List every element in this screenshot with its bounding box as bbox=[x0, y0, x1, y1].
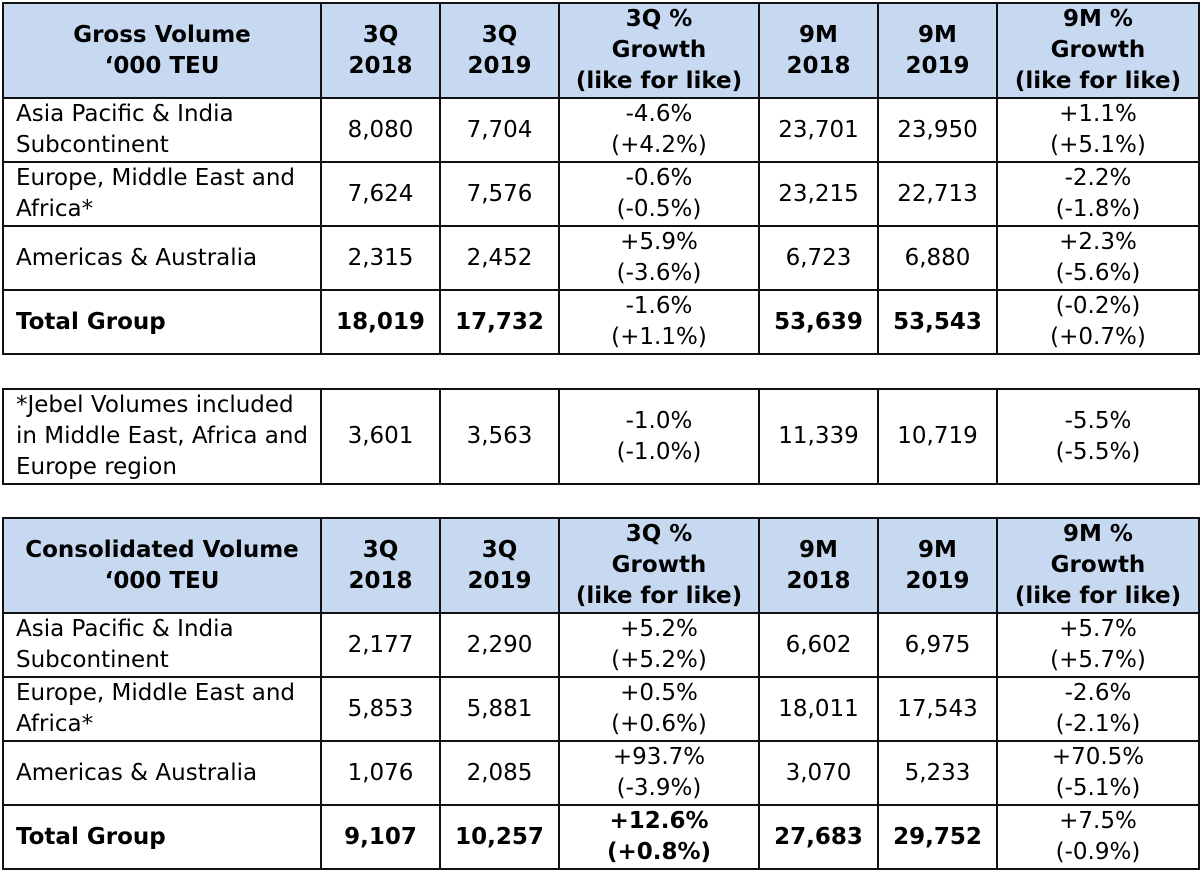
value-3q2018: 1,076 bbox=[320, 740, 441, 806]
value-9m2019: 23,950 bbox=[877, 97, 998, 163]
value-9m2018: 23,701 bbox=[758, 97, 879, 163]
value-9m2019: 22,713 bbox=[877, 161, 998, 227]
value-3q2018: 7,624 bbox=[320, 161, 441, 227]
table-row: Europe, Middle East and Africa* 5,853 5,8… bbox=[2, 676, 1200, 742]
table-row: Europe, Middle East and Africa* 7,624 7,5… bbox=[2, 161, 1200, 227]
value-3q-growth: -1.0% (-1.0%) bbox=[558, 388, 760, 485]
value-3q-growth: +5.2% (+5.2%) bbox=[558, 612, 760, 678]
region-label: Europe, Middle East and Africa* bbox=[2, 676, 322, 742]
value-3q2019: 5,881 bbox=[439, 676, 560, 742]
consolidated-9m2018-header: 9M 2018 bbox=[758, 517, 879, 614]
value-9m2019: 29,752 bbox=[877, 804, 998, 870]
value-3q2019: 2,290 bbox=[439, 612, 560, 678]
total-row: Total Group 18,019 17,732 -1.6% (+1.1%) 5… bbox=[2, 289, 1200, 355]
total-row: Total Group 9,107 10,257 +12.6% (+0.8%) 2… bbox=[2, 804, 1200, 870]
value-3q-growth: -4.6% (+4.2%) bbox=[558, 97, 760, 163]
table-row: *Jebel Volumes included in Middle East, A… bbox=[2, 388, 1200, 485]
value-9m2019: 53,543 bbox=[877, 289, 998, 355]
jebel-label: *Jebel Volumes included in Middle East, A… bbox=[2, 388, 322, 485]
value-9m2018: 3,070 bbox=[758, 740, 879, 806]
value-3q-growth: +5.9% (-3.6%) bbox=[558, 225, 760, 291]
value-9m2019: 5,233 bbox=[877, 740, 998, 806]
jebel-volume-table: *Jebel Volumes included in Middle East, A… bbox=[2, 388, 1200, 485]
gross-9m2018-header: 9M 2018 bbox=[758, 2, 879, 99]
consolidated-header-row: Consolidated Volume ‘000 TEU 3Q 2018 3Q 201… bbox=[2, 517, 1200, 614]
value-9m2019: 17,543 bbox=[877, 676, 998, 742]
value-3q2019: 7,704 bbox=[439, 97, 560, 163]
table-row: Asia Pacific & India Subcontinent 8,080 7… bbox=[2, 97, 1200, 163]
value-9m2018: 6,602 bbox=[758, 612, 879, 678]
gross-header-row: Gross Volume ‘000 TEU 3Q 2018 3Q 2019 3Q % G… bbox=[2, 2, 1200, 99]
consolidated-volume-table: Consolidated Volume ‘000 TEU 3Q 2018 3Q 201… bbox=[2, 517, 1200, 870]
value-3q-growth: +0.5% (+0.6%) bbox=[558, 676, 760, 742]
value-9m-growth: +2.3% (-5.6%) bbox=[996, 225, 1200, 291]
value-3q2019: 3,563 bbox=[439, 388, 560, 485]
consolidated-9m-growth-header: 9M % Growth (like for like) bbox=[996, 517, 1200, 614]
value-9m-growth: -2.6% (-2.1%) bbox=[996, 676, 1200, 742]
value-3q2019: 2,452 bbox=[439, 225, 560, 291]
value-9m-growth: +5.7% (+5.7%) bbox=[996, 612, 1200, 678]
region-label: Europe, Middle East and Africa* bbox=[2, 161, 322, 227]
value-9m2019: 6,975 bbox=[877, 612, 998, 678]
value-9m2019: 6,880 bbox=[877, 225, 998, 291]
gross-9m2019-header: 9M 2019 bbox=[877, 2, 998, 99]
value-9m-growth: +1.1% (+5.1%) bbox=[996, 97, 1200, 163]
value-9m-growth: -2.2% (-1.8%) bbox=[996, 161, 1200, 227]
value-3q-growth: +12.6% (+0.8%) bbox=[558, 804, 760, 870]
value-3q2018: 2,315 bbox=[320, 225, 441, 291]
gross-3q-growth-header: 3Q % Growth (like for like) bbox=[558, 2, 760, 99]
region-label: Americas & Australia bbox=[2, 740, 322, 806]
gross-9m-growth-header: 9M % Growth (like for like) bbox=[996, 2, 1200, 99]
consolidated-3q2018-header: 3Q 2018 bbox=[320, 517, 441, 614]
value-3q2018: 3,601 bbox=[320, 388, 441, 485]
value-3q2018: 2,177 bbox=[320, 612, 441, 678]
value-3q-growth: +93.7% (-3.9%) bbox=[558, 740, 760, 806]
value-9m2018: 23,215 bbox=[758, 161, 879, 227]
value-3q2018: 18,019 bbox=[320, 289, 441, 355]
value-9m2018: 27,683 bbox=[758, 804, 879, 870]
value-3q2019: 7,576 bbox=[439, 161, 560, 227]
value-3q2018: 5,853 bbox=[320, 676, 441, 742]
value-9m2019: 10,719 bbox=[877, 388, 998, 485]
value-3q-growth: -0.6% (-0.5%) bbox=[558, 161, 760, 227]
region-label: Asia Pacific & India Subcontinent bbox=[2, 612, 322, 678]
value-3q2019: 17,732 bbox=[439, 289, 560, 355]
total-label: Total Group bbox=[2, 289, 322, 355]
value-3q-growth: -1.6% (+1.1%) bbox=[558, 289, 760, 355]
value-9m2018: 18,011 bbox=[758, 676, 879, 742]
table-row: Americas & Australia 1,076 2,085 +93.7%(… bbox=[2, 740, 1200, 806]
gross-3q2019-header: 3Q 2019 bbox=[439, 2, 560, 99]
table-row: Americas & Australia 2,315 2,452 +5.9% (-… bbox=[2, 225, 1200, 291]
table-row: Asia Pacific & India Subcontinent 2,177 2… bbox=[2, 612, 1200, 678]
value-3q2018: 8,080 bbox=[320, 97, 441, 163]
gross-3q2018-header: 3Q 2018 bbox=[320, 2, 441, 99]
value-9m2018: 53,639 bbox=[758, 289, 879, 355]
value-3q2018: 9,107 bbox=[320, 804, 441, 870]
value-9m2018: 6,723 bbox=[758, 225, 879, 291]
value-9m-growth: -5.5% (-5.5%) bbox=[996, 388, 1200, 485]
consolidated-3q-growth-header: 3Q % Growth (like for like) bbox=[558, 517, 760, 614]
value-9m-growth: +70.5% (-5.1%) bbox=[996, 740, 1200, 806]
gross-title-header: Gross Volume ‘000 TEU bbox=[2, 2, 322, 99]
consolidated-9m2019-header: 9M 2019 bbox=[877, 517, 998, 614]
value-9m-growth: +7.5% (-0.9%) bbox=[996, 804, 1200, 870]
value-9m-growth: (-0.2%) (+0.7%) bbox=[996, 289, 1200, 355]
consolidated-title-header: Consolidated Volume ‘000 TEU bbox=[2, 517, 322, 614]
region-label: Americas & Australia bbox=[2, 225, 322, 291]
value-3q2019: 10,257 bbox=[439, 804, 560, 870]
consolidated-3q2019-header: 3Q 2019 bbox=[439, 517, 560, 614]
total-label: Total Group bbox=[2, 804, 322, 870]
value-9m2018: 11,339 bbox=[758, 388, 879, 485]
value-3q2019: 2,085 bbox=[439, 740, 560, 806]
region-label: Asia Pacific & India Subcontinent bbox=[2, 97, 322, 163]
gross-volume-table: Gross Volume ‘000 TEU 3Q 2018 3Q 2019 3Q % G… bbox=[2, 2, 1200, 355]
